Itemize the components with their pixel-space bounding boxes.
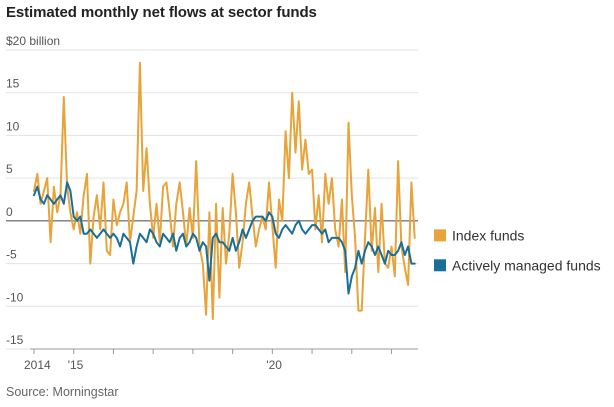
legend: Index funds Actively managed funds (434, 227, 601, 273)
x-tick-label: '15 (68, 358, 84, 372)
y-tick-label: 5 (6, 162, 13, 176)
source-note: Source: Morningstar (6, 385, 119, 399)
actively-managed-funds-line (33, 181, 416, 295)
legend-swatch-actively-managed-funds (434, 259, 446, 272)
y-tick-label: $20 billion (6, 34, 60, 48)
chart-title: Estimated monthly net flows at sector fu… (6, 4, 317, 21)
index-funds-line (33, 61, 416, 321)
y-tick-label: 15 (6, 77, 20, 91)
x-tick-label: 2014 (24, 358, 51, 372)
x-tick-label: '20 (266, 358, 282, 372)
series-lines (33, 61, 416, 321)
y-axis-ticks: $20 billion 15 10 5 0 -5 -10 -15 (6, 34, 60, 347)
y-tick-label: 10 (6, 119, 20, 133)
y-tick-label: -5 (6, 248, 17, 262)
x-axis: 2014 '15 '20 (24, 348, 418, 372)
y-tick-label: 0 (6, 205, 13, 219)
legend-label-index-funds: Index funds (452, 227, 524, 243)
legend-swatch-index-funds (434, 229, 446, 242)
y-tick-label: -10 (6, 290, 24, 304)
y-tick-label: -15 (6, 333, 24, 347)
legend-label-actively-managed-funds: Actively managed funds (452, 257, 601, 273)
